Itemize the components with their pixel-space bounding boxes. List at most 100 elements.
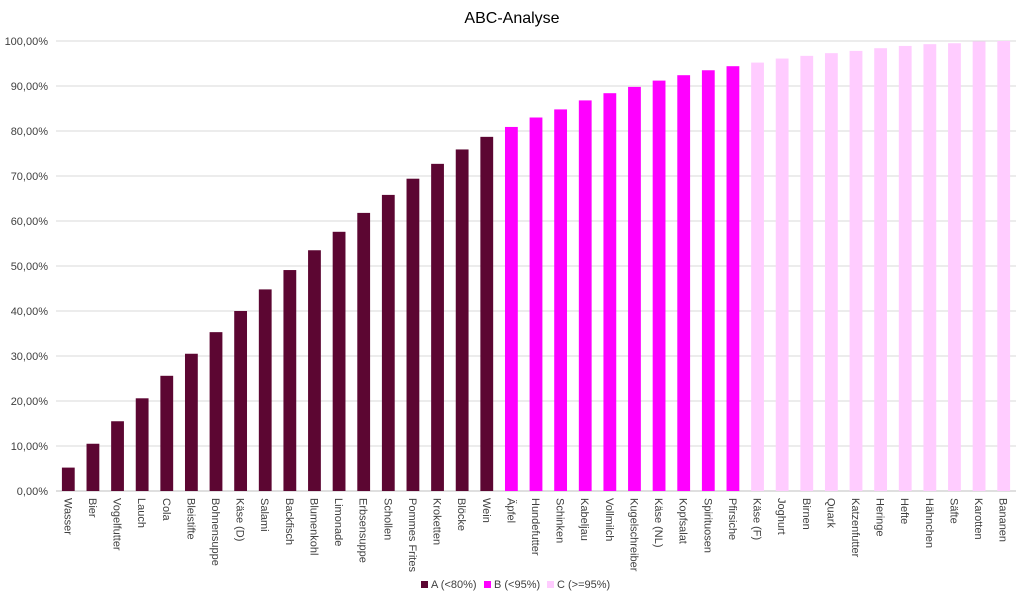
bar bbox=[160, 375, 174, 491]
bar bbox=[824, 53, 838, 492]
bar bbox=[283, 270, 297, 491]
bar bbox=[726, 66, 740, 491]
y-tick-label: 10,00% bbox=[11, 441, 49, 453]
x-tick-label: Cola bbox=[160, 498, 172, 522]
y-tick-label: 70,00% bbox=[11, 171, 49, 183]
x-tick-label: Salami bbox=[258, 498, 270, 532]
y-tick-label: 100,00% bbox=[5, 36, 49, 48]
x-tick-label: Käse (NL) bbox=[652, 498, 664, 548]
x-tick-label: Spirituosen bbox=[701, 498, 713, 553]
y-tick-label: 40,00% bbox=[11, 306, 49, 318]
legend-swatch bbox=[421, 581, 428, 588]
bar bbox=[504, 126, 518, 491]
bar bbox=[111, 421, 124, 491]
x-tick-label: Pfirsiche bbox=[726, 498, 738, 540]
x-tick-label: Katzenfutter bbox=[849, 498, 861, 558]
bar bbox=[898, 45, 912, 491]
bar bbox=[800, 55, 814, 491]
bar bbox=[431, 163, 444, 491]
bar bbox=[775, 58, 789, 492]
x-tick-label: Hefte bbox=[898, 498, 910, 524]
bar bbox=[86, 443, 100, 491]
legend: A (<80%) B (<95%) C (>=95%) bbox=[421, 579, 610, 591]
bar bbox=[455, 149, 469, 491]
bar bbox=[652, 80, 666, 491]
x-tick-label: Äpfel bbox=[504, 498, 516, 523]
bar bbox=[406, 178, 420, 491]
x-tick-label: Wasser bbox=[61, 498, 73, 535]
x-tick-label: Kroketten bbox=[431, 498, 443, 545]
legend-label: C (>=95%) bbox=[557, 579, 610, 591]
x-tick-label: Backfisch bbox=[283, 498, 295, 545]
y-tick-label: 90,00% bbox=[11, 81, 49, 93]
y-tick-label: 80,00% bbox=[11, 126, 49, 138]
bar bbox=[332, 231, 346, 492]
bar bbox=[554, 109, 568, 492]
y-tick-label: 0,00% bbox=[17, 486, 48, 498]
bar bbox=[923, 44, 937, 492]
y-axis-ticks: 0,00% 10,00% 20,00% 30,00% 40,00% 50,00% 60,00… bbox=[5, 36, 49, 498]
x-tick-label: Vogelfutter bbox=[111, 498, 123, 551]
bars bbox=[61, 41, 1011, 492]
x-axis-labels: Wasser Bier Vogelfutter Lauch Cola Bleistifte… bbox=[61, 498, 1008, 572]
legend-swatch bbox=[484, 581, 491, 588]
legend-label: A (<80%) bbox=[431, 579, 477, 591]
x-tick-label: Kabeljau bbox=[578, 498, 590, 541]
legend-label: B (<95%) bbox=[494, 579, 540, 591]
y-tick-label: 50,00% bbox=[11, 261, 49, 273]
bar bbox=[751, 62, 764, 491]
bar bbox=[849, 50, 863, 492]
x-tick-label: Lauch bbox=[135, 498, 147, 528]
bar bbox=[578, 100, 592, 492]
x-tick-label: Käse (D) bbox=[234, 498, 246, 541]
legend-swatch bbox=[547, 581, 554, 588]
bar bbox=[972, 41, 986, 491]
x-tick-label: Limonade bbox=[332, 498, 344, 546]
x-tick-label: Joghurt bbox=[775, 498, 787, 535]
bar bbox=[701, 70, 715, 491]
x-tick-label: Bananen bbox=[997, 498, 1009, 542]
bar bbox=[948, 43, 961, 491]
x-tick-label: Karotten bbox=[972, 498, 984, 540]
bar bbox=[209, 332, 223, 491]
bar bbox=[135, 398, 149, 491]
bar bbox=[997, 41, 1011, 491]
bar bbox=[603, 93, 617, 491]
x-tick-label: Kugelschreiber bbox=[627, 498, 639, 572]
bar bbox=[529, 117, 543, 491]
bar bbox=[381, 194, 395, 491]
bar bbox=[308, 250, 321, 491]
bar bbox=[357, 212, 371, 491]
bar bbox=[480, 136, 494, 491]
bar bbox=[234, 311, 248, 491]
bar bbox=[258, 289, 272, 491]
x-tick-label: Hähnchen bbox=[923, 498, 935, 548]
x-tick-label: Quark bbox=[824, 498, 836, 528]
x-tick-label: Bohnensuppe bbox=[209, 498, 221, 566]
x-tick-label: Blumenkohl bbox=[307, 498, 319, 555]
x-tick-label: Hundefutter bbox=[529, 498, 541, 556]
x-tick-label: Kopfsalat bbox=[677, 498, 689, 544]
x-tick-label: Schinken bbox=[554, 498, 566, 543]
y-tick-label: 30,00% bbox=[11, 351, 49, 363]
x-tick-label: Käse (F) bbox=[751, 498, 763, 540]
bar bbox=[677, 75, 691, 491]
x-tick-label: Erbsensuppe bbox=[357, 498, 369, 563]
x-tick-label: Bleistifte bbox=[184, 498, 196, 540]
y-tick-label: 20,00% bbox=[11, 396, 49, 408]
bar bbox=[628, 86, 641, 492]
y-tick-label: 60,00% bbox=[11, 216, 49, 228]
x-tick-label: Schollen bbox=[381, 498, 393, 540]
x-tick-label: Säfte bbox=[947, 498, 959, 524]
x-tick-label: Vollmilch bbox=[603, 498, 615, 541]
bar bbox=[874, 48, 888, 491]
x-tick-label: Birnen bbox=[800, 498, 812, 530]
bar bbox=[184, 353, 198, 491]
chart-title: ABC-Analyse bbox=[464, 10, 559, 27]
x-tick-label: Blöcke bbox=[455, 498, 467, 531]
x-tick-label: Bier bbox=[86, 498, 98, 518]
x-tick-label: Wein bbox=[480, 498, 492, 523]
x-tick-label: Heringe bbox=[874, 498, 886, 537]
